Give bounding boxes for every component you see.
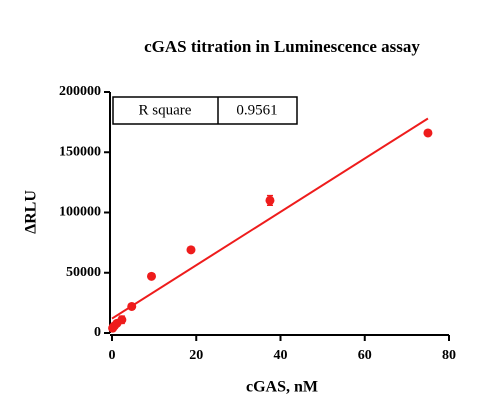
x-axis-label: cGAS, nM: [246, 379, 318, 396]
data-point: [146, 271, 156, 281]
r-square-table: R square 0.9561: [112, 96, 298, 125]
chart-title: cGAS titration in Luminescence assay: [144, 37, 420, 56]
y-axis-label: ΔRLU: [23, 190, 40, 234]
y-tick-label: 100000: [59, 205, 101, 220]
data-point: [186, 245, 196, 255]
table-label: R square: [139, 102, 192, 118]
y-tick-label: 50000: [66, 265, 101, 280]
data-point: [265, 195, 275, 205]
y-tick-label: 0: [94, 325, 101, 340]
x-tick-label: 80: [442, 348, 456, 363]
fit-line: [111, 117, 429, 320]
y-tick-label: 200000: [59, 84, 101, 99]
data-point: [423, 128, 433, 138]
table-border: [112, 96, 298, 125]
x-tick-label: 40: [274, 348, 288, 363]
data-point: [117, 315, 127, 325]
x-tick-label: 0: [109, 348, 116, 363]
x-tick-label: 60: [358, 348, 372, 363]
y-tick-label: 150000: [59, 144, 101, 159]
table-value: 0.9561: [236, 102, 277, 118]
x-tick-label: 20: [189, 348, 203, 363]
